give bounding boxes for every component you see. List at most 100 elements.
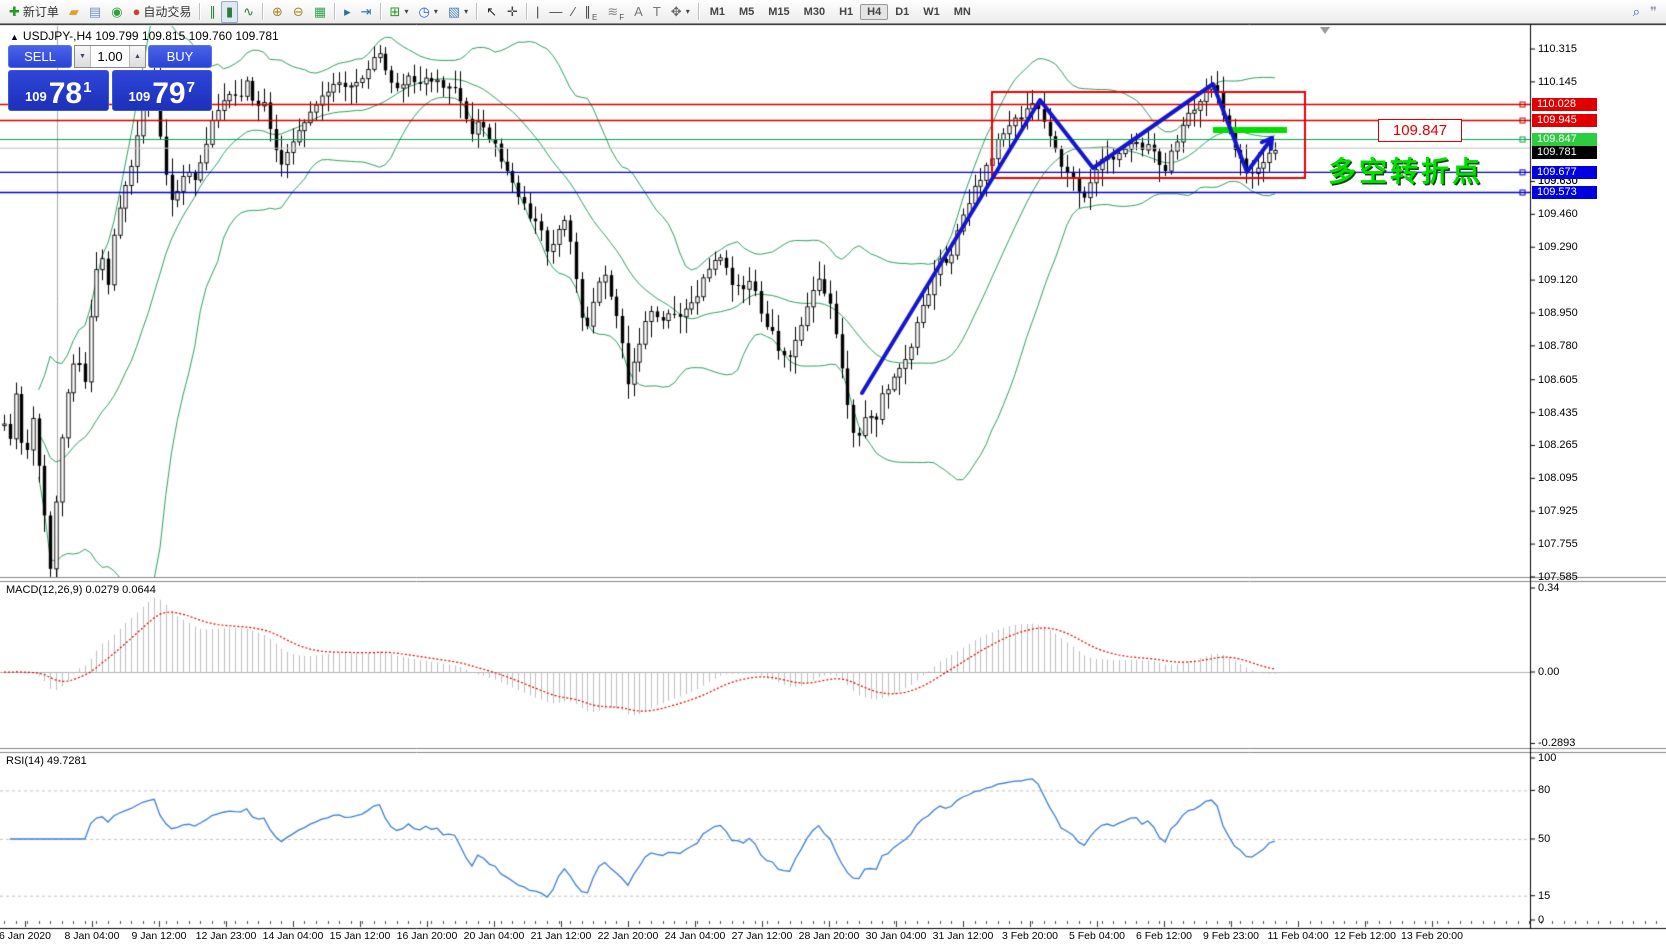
buy-price[interactable]: 109 79 7 bbox=[111, 70, 212, 111]
candlestick-chart-icon: ▮ bbox=[225, 4, 234, 19]
timeframe-m30-button[interactable]: M30 bbox=[803, 5, 826, 18]
crosshair-button[interactable]: ✛ bbox=[502, 1, 523, 23]
auto-trading-button-label: 自动交易 bbox=[143, 5, 192, 19]
toolbar-separator bbox=[199, 3, 202, 20]
text-icon: A bbox=[634, 4, 643, 19]
auto-trading-icon: ● bbox=[132, 4, 141, 19]
chart-shift-icon: ⇥ bbox=[360, 4, 372, 19]
bar-chart-button[interactable]: ∥ bbox=[204, 1, 221, 23]
new-order-icon: ✚ bbox=[9, 4, 20, 19]
zoom-out-icon: ⊖ bbox=[292, 4, 304, 19]
bar-chart-icon: ∥ bbox=[209, 4, 216, 19]
trend-turning-point-note[interactable]: 多空转折点 bbox=[1328, 156, 1484, 187]
sell-price-pip: 1 bbox=[83, 79, 92, 96]
time-period-dropdown[interactable]: ◷ ▾ bbox=[413, 1, 442, 23]
toolbar-separator bbox=[379, 3, 382, 20]
cursor-button[interactable]: ↖ bbox=[481, 1, 502, 23]
toolbar: ✚ 新订单 ▰ ▤ ◉ ● 自动交易 ∥ ▮ ∿ ⊕ ⊖ ▦ ▸ ⇥ ⊞ ▾ ◷ ▾ ▧ ▾ ↖ ✛ | — ∕ ∥ E ≋ F A T ✥ ▾ M… bbox=[0, 0, 1666, 24]
chevron-down-icon: ▾ bbox=[464, 7, 469, 16]
equidistant-channel-icon: ∥ bbox=[584, 4, 592, 19]
toolbar-separator bbox=[525, 3, 528, 20]
equidistant-channel-button[interactable]: ∥ E bbox=[580, 1, 603, 23]
sub-letter: E bbox=[592, 12, 598, 22]
template-icon: ▧ bbox=[447, 4, 461, 19]
timeframe-mn-button[interactable]: MN bbox=[953, 5, 971, 18]
buy-button[interactable]: BUY bbox=[148, 45, 212, 68]
line-chart-button[interactable]: ∿ bbox=[238, 1, 259, 23]
text-label-button[interactable]: T bbox=[648, 1, 666, 23]
add-chart-icon: ⊞ bbox=[389, 4, 401, 19]
line-chart-icon: ∿ bbox=[243, 4, 254, 19]
zoom-in-icon: ⊕ bbox=[272, 4, 283, 19]
trendline-icon: ∕ bbox=[572, 4, 575, 19]
text-button[interactable]: A bbox=[629, 1, 648, 23]
sell-button[interactable]: SELL bbox=[8, 45, 72, 68]
vertical-line-icon: | bbox=[535, 4, 540, 19]
timeframe-m5-button[interactable]: M5 bbox=[738, 5, 755, 18]
trendline-button[interactable]: ∕ bbox=[567, 1, 579, 23]
toolbar-separator bbox=[697, 3, 700, 20]
timeframe-m15-button[interactable]: M15 bbox=[768, 5, 790, 18]
volume-down-button[interactable]: ▼ bbox=[75, 46, 91, 67]
volume-up-button[interactable]: ▲ bbox=[129, 46, 145, 67]
crosshair-icon: ✛ bbox=[507, 4, 518, 19]
timeframe-m1-button[interactable]: M1 bbox=[709, 5, 725, 18]
horizontal-line-icon: — bbox=[549, 4, 563, 19]
timeframe-w1-button[interactable]: W1 bbox=[923, 5, 940, 18]
volume-input[interactable]: 1.00 bbox=[97, 49, 123, 64]
zoom-out-button[interactable]: ⊖ bbox=[288, 1, 309, 23]
auto-trading-button[interactable]: ● 自动交易 bbox=[128, 1, 197, 23]
chevron-down-icon: ▾ bbox=[433, 7, 438, 16]
buy-price-big: 79 bbox=[152, 77, 186, 110]
timeframe-h4-button[interactable]: H4 bbox=[860, 3, 889, 20]
publish-chart-icon[interactable]: ▤ bbox=[84, 1, 106, 23]
sell-price[interactable]: 109 78 1 bbox=[8, 70, 109, 111]
chat-icon-icon: ❞ bbox=[1650, 4, 1657, 19]
tile-windows-icon: ▦ bbox=[313, 4, 327, 19]
crayon-icon-icon: ▰ bbox=[68, 4, 79, 19]
search-icon-icon: ⌕ bbox=[1632, 4, 1640, 19]
publish-chart-icon-icon: ▤ bbox=[88, 4, 102, 19]
new-order-button[interactable]: ✚ 新订单 bbox=[4, 1, 64, 23]
toolbar-separator bbox=[476, 3, 479, 20]
chevron-down-icon: ▾ bbox=[685, 7, 690, 16]
vertical-line-button[interactable]: | bbox=[531, 1, 544, 23]
chart-window-title: ▲ USDJPY-,H4 109.799 109.815 109.760 109.… bbox=[10, 29, 279, 43]
horizontal-line-button[interactable]: — bbox=[544, 1, 567, 23]
arrows-icon: ✥ bbox=[670, 4, 682, 19]
search-icon[interactable]: ⌕ bbox=[1628, 1, 1645, 23]
template-dropdown[interactable]: ▧ ▾ bbox=[443, 1, 473, 23]
candlestick-chart-button[interactable]: ▮ bbox=[220, 0, 239, 23]
chart-shift-marker-icon[interactable] bbox=[1320, 27, 1330, 34]
auto-scroll-button[interactable]: ▸ bbox=[339, 1, 356, 23]
arrows-dropdown[interactable]: ✥ ▾ bbox=[666, 1, 695, 23]
buy-price-pip: 7 bbox=[186, 79, 195, 96]
crayon-icon[interactable]: ▰ bbox=[64, 1, 84, 23]
collapse-arrow-icon[interactable]: ▲ bbox=[10, 32, 19, 42]
volume-stepper: ▼ 1.00 ▲ bbox=[74, 45, 146, 68]
chevron-down-icon: ▾ bbox=[404, 7, 409, 16]
zoom-in-button[interactable]: ⊕ bbox=[267, 1, 288, 23]
price-annotation-box[interactable]: 109.847 bbox=[1378, 119, 1462, 142]
text-label-icon: T bbox=[652, 4, 661, 19]
fibonacci-icon: ≋ bbox=[607, 4, 619, 19]
tile-windows-button[interactable]: ▦ bbox=[309, 1, 331, 23]
add-chart-dropdown[interactable]: ⊞ ▾ bbox=[385, 1, 414, 23]
sub-letter: F bbox=[619, 12, 625, 22]
chat-icon[interactable]: ❞ bbox=[1645, 1, 1662, 23]
buy-price-prefix: 109 bbox=[128, 89, 151, 104]
rsi-label: RSI(14) 49.7281 bbox=[6, 755, 87, 767]
macd-label: MACD(12,26,9) 0.0279 0.0644 bbox=[6, 584, 156, 596]
sell-price-big: 78 bbox=[48, 77, 83, 110]
timeframe-h1-button[interactable]: H1 bbox=[839, 5, 854, 18]
fibonacci-button[interactable]: ≋ F bbox=[602, 1, 629, 23]
new-order-button-label: 新订单 bbox=[22, 5, 59, 19]
toolbar-separator bbox=[334, 3, 337, 20]
one-click-trading-panel: SELL ▼ 1.00 ▲ BUY 109 78 1 109 79 7 bbox=[8, 45, 212, 111]
chart-shift-button[interactable]: ⇥ bbox=[356, 1, 377, 23]
auto-scroll-icon: ▸ bbox=[344, 4, 351, 19]
timeframe-d1-button[interactable]: D1 bbox=[895, 5, 910, 18]
cursor-icon: ↖ bbox=[486, 4, 498, 19]
sound-alert-icon[interactable]: ◉ bbox=[106, 1, 127, 23]
